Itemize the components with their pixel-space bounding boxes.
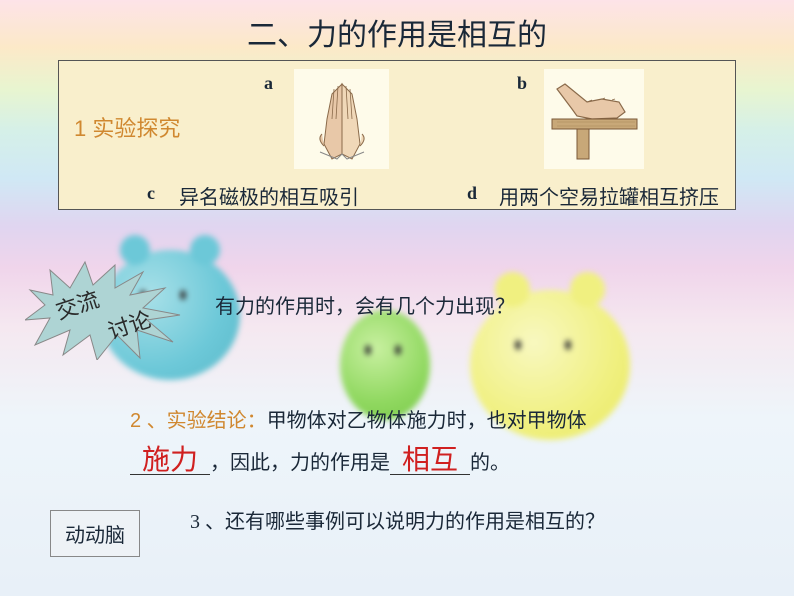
blank-answer-2: 相互 <box>390 448 470 475</box>
hand-on-table-image <box>544 69 644 169</box>
text-d: 用两个空易拉罐相互挤压 <box>499 181 719 210</box>
label-c: c <box>147 183 155 204</box>
discussion-burst: 交流 讨论 <box>25 260 185 360</box>
label-a: a <box>264 73 273 94</box>
question-3: 3 、还有哪些事例可以说明力的作用是相互的？ <box>190 505 605 534</box>
experiment-label: 1 实验探究 <box>74 111 180 143</box>
conclusion-part3: 的。 <box>470 452 510 474</box>
conclusion-part1: 甲物体对乙物体施力时，也对甲物体 <box>267 410 587 432</box>
page-title: 二、力的作用是相互的 <box>0 10 794 54</box>
text-c: 异名磁极的相互吸引 <box>179 181 359 210</box>
question-1: 有力的作用时，会有几个力出现？ <box>215 290 515 319</box>
conclusion-part2: ，因此，力的作用是 <box>210 452 390 474</box>
conclusion-label: 2 、实验结论： <box>130 410 267 432</box>
think-box: 动动脑 <box>50 510 140 557</box>
experiment-box: 1 实验探究 a b c d 异名磁极的相互吸引 用两个空易拉罐相互挤压 <box>58 60 736 210</box>
label-b: b <box>517 73 527 94</box>
label-d: d <box>467 183 477 204</box>
conclusion-text: 2 、实验结论：甲物体对乙物体施力时，也对甲物体 施力，因此，力的作用是相互的。 <box>130 400 587 484</box>
praying-hands-image <box>294 69 389 169</box>
blank-answer-1: 施力 <box>130 448 210 475</box>
